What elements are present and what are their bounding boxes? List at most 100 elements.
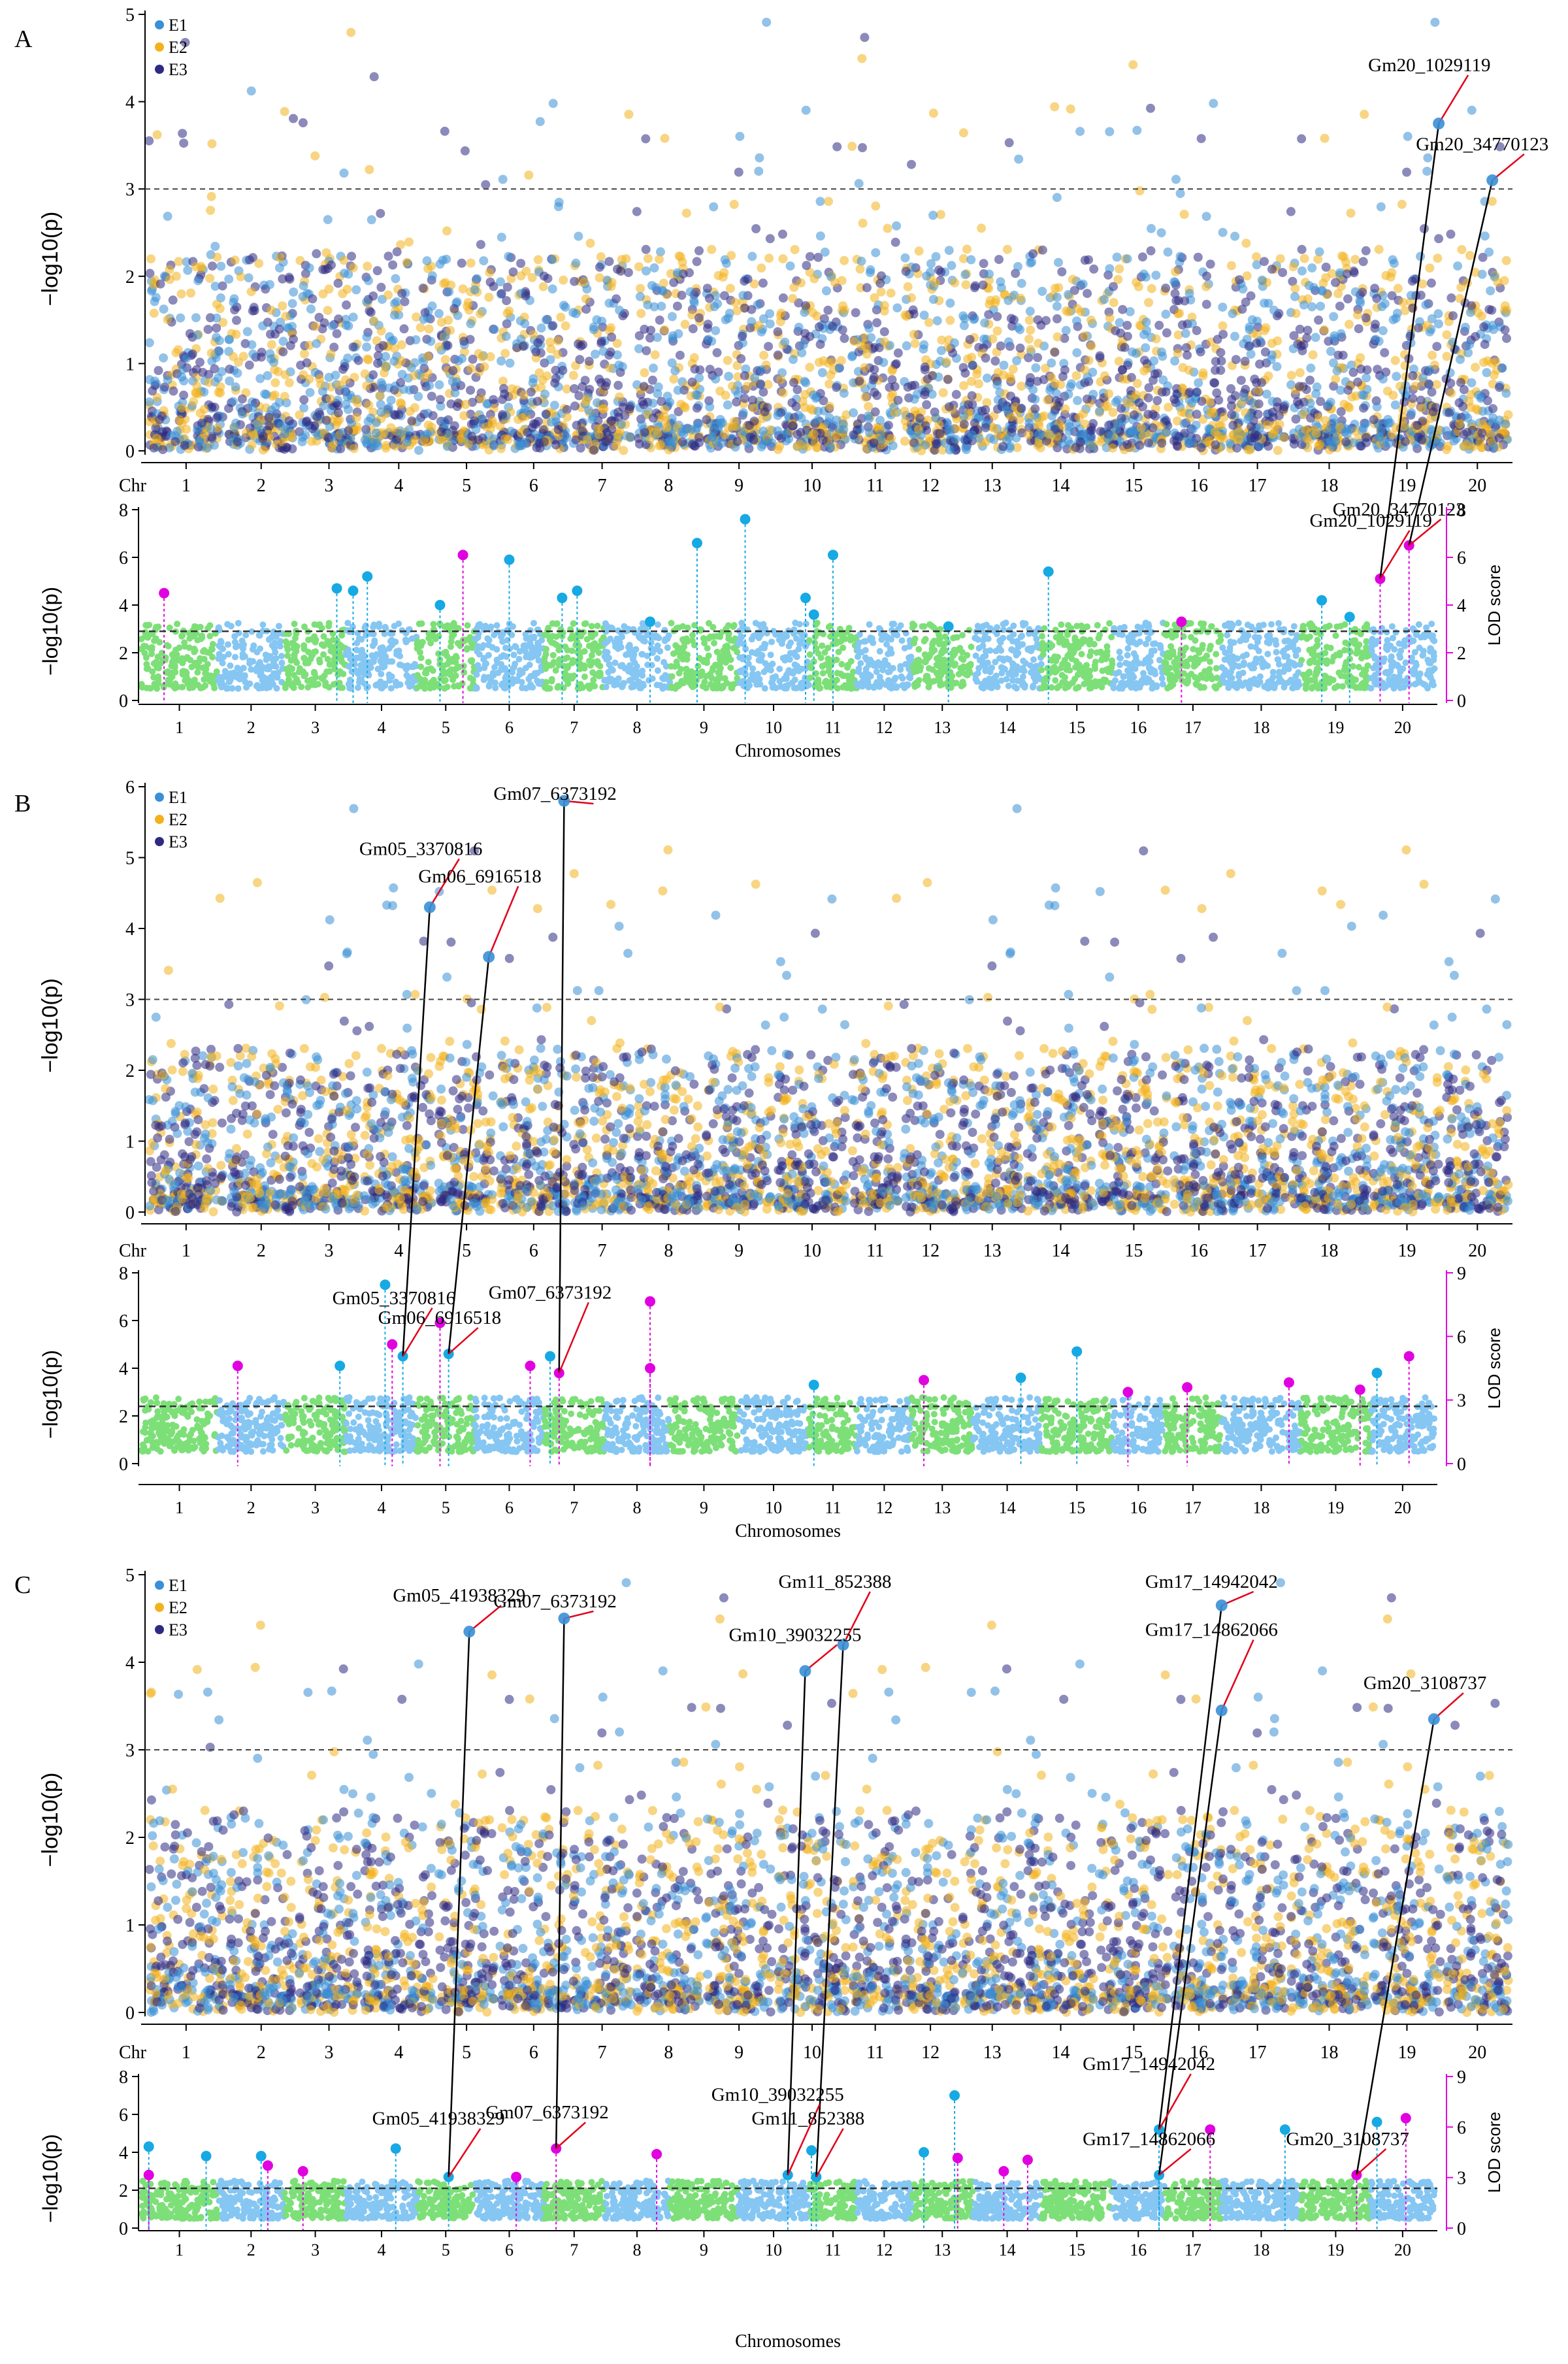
snp-point [1050,102,1060,112]
snp-point [719,291,729,301]
snp-point [443,340,453,350]
snp-point [169,386,178,396]
snp-point [1062,306,1071,316]
snp-point [675,350,685,360]
snp-point [1299,254,1309,263]
snp-point [568,370,578,380]
snp-point [206,432,216,442]
snp-point [1489,370,1499,380]
snp-point [931,413,941,423]
snp-point [274,397,284,407]
snp-point [870,365,879,374]
snp-point [1463,413,1473,423]
snp-point [1288,344,1298,353]
snp-point [891,359,901,369]
snp-point [1433,309,1443,319]
snp-point [250,306,259,316]
snp-point [1141,318,1151,327]
snp-point [1228,431,1237,440]
snp-point [1480,231,1490,241]
snp-point [331,370,340,380]
snp-point [329,342,339,352]
snp-point [224,274,234,284]
snp-point [992,380,1002,389]
snp-point [1335,386,1345,395]
snp-point [1324,425,1334,435]
lod-point [237,666,244,674]
snp-point [1211,440,1220,450]
snp-point [442,442,452,451]
snp-point [815,197,825,206]
snp-point [244,360,254,370]
snp-point [376,400,385,409]
snp-point [1306,413,1315,423]
snp-point [1132,378,1142,388]
lod-point [455,683,463,690]
snp-point [1306,363,1316,373]
snp-point [183,265,193,275]
snp-point [676,252,685,262]
snp-point [959,321,969,331]
lod-point [425,659,432,666]
snp-point [258,431,268,441]
snp-point [1297,134,1307,144]
snp-point [497,233,506,242]
lod-point [464,622,471,629]
snp-point [871,248,881,257]
snp-point [773,410,783,420]
snp-point [245,255,254,265]
snp-point [247,340,257,350]
lod-point [232,644,239,651]
snp-point [178,129,188,139]
snp-point [1260,257,1269,267]
snp-point [189,397,199,406]
snp-point [964,400,973,410]
lod-point [357,648,364,655]
snp-point [529,330,538,340]
snp-point [232,316,241,325]
snp-point [1177,320,1187,330]
snp-point [230,255,240,265]
snp-point [225,365,235,374]
snp-point [962,244,972,254]
snp-point [984,310,994,320]
snp-point [1198,368,1208,378]
snp-point [278,301,287,311]
snp-point [423,352,433,361]
snp-point [1135,186,1145,196]
snp-point [615,392,624,402]
snp-point [270,365,280,374]
snp-point [270,378,280,387]
snp-point [440,278,450,287]
snp-point [346,27,356,37]
snp-point [531,347,541,357]
snp-point [1192,325,1201,335]
snp-point [947,261,956,271]
snp-point [1201,282,1211,291]
snp-point [466,258,476,268]
snp-point [1053,314,1062,323]
snp-point [1495,416,1504,425]
snp-point [1144,298,1154,307]
snp-point [146,254,155,264]
snp-point [1279,433,1289,442]
snp-point [1113,418,1123,428]
snp-point [247,440,257,450]
snp-point [694,313,704,323]
snp-point [1475,438,1485,448]
snp-point [910,338,920,348]
snp-point [285,274,295,284]
snp-point [649,263,659,272]
snp-point [539,437,549,447]
lod-point [262,684,269,691]
snp-point [999,361,1009,370]
snp-point [993,404,1002,414]
snp-point [182,257,191,267]
snp-point [589,322,598,332]
snp-point [507,384,517,394]
snp-point [1235,275,1244,285]
snp-point [587,414,597,424]
snp-point [208,261,217,271]
snp-point [1441,426,1451,436]
